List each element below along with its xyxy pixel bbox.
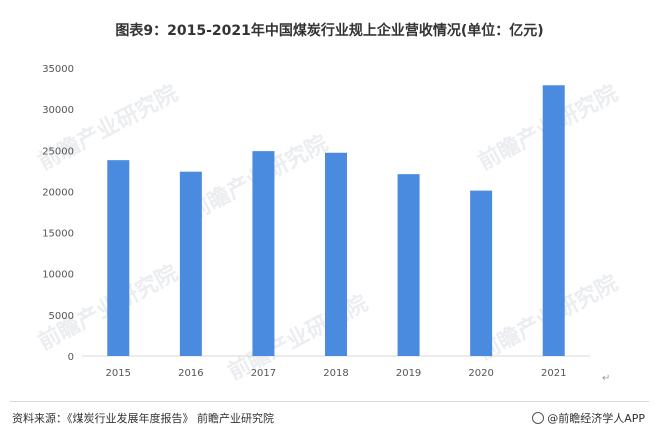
brand-logo-icon: [532, 412, 545, 424]
source-note: 资料来源：《煤炭行业发展年度报告》 前瞻产业研究院: [12, 412, 274, 425]
x-axis: 2015 2016 2017 2018 2019 2020 2021: [106, 368, 567, 379]
y-tick-label: 5000: [49, 311, 74, 322]
x-tick-label: 2020: [468, 368, 493, 379]
x-tick-label: 2021: [541, 368, 566, 379]
footer-divider: [10, 401, 649, 402]
bar-chart: 0 5000 10000 15000 20000 25000 30000 35000 2015…: [42, 64, 590, 379]
bar-2017: [252, 151, 275, 356]
y-tick-label: 25000: [42, 146, 74, 157]
bar-2019: [397, 174, 420, 356]
bar-2018: [325, 152, 347, 356]
brand-label: @前瞻经济学人APP: [547, 412, 645, 425]
bar-2015: [107, 160, 130, 356]
y-tick-label: 35000: [42, 64, 74, 75]
y-tick-label: 30000: [42, 105, 74, 116]
chart-title: 图表9：2015-2021年中国煤炭行业规上企业营收情况(单位：亿元): [115, 23, 544, 39]
bar-2021: [542, 85, 565, 356]
x-tick-label: 2018: [323, 368, 348, 379]
bars: [107, 85, 565, 356]
y-axis: 0 5000 10000 15000 20000 25000 30000 35000: [42, 64, 74, 363]
y-tick-label: 10000: [42, 270, 74, 281]
bar-2016: [179, 171, 202, 356]
y-tick-label: 0: [68, 352, 74, 363]
y-tick-label: 20000: [42, 187, 74, 198]
bar-2020: [470, 190, 493, 356]
x-tick-label: 2017: [251, 368, 276, 379]
x-tick-label: 2015: [106, 368, 131, 379]
return-mark: ↵: [602, 373, 611, 384]
x-tick-label: 2016: [178, 368, 203, 379]
x-tick-label: 2019: [396, 368, 421, 379]
brand-credit: @前瞻经济学人APP: [532, 410, 645, 426]
y-tick-label: 15000: [42, 229, 74, 240]
